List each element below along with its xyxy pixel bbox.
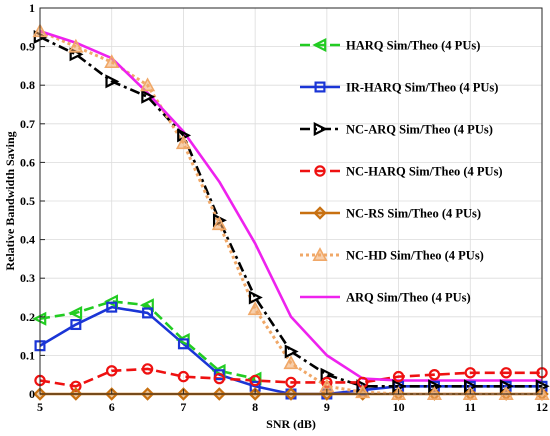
series-line-arq-sim-theo-4-pus bbox=[39, 29, 542, 382]
data-point-harq-sim-theo-4-pus bbox=[104, 294, 119, 309]
y-axis-label: Relative Bandwidth Saving bbox=[3, 131, 17, 270]
series-line-harq-sim-theo-4-pus bbox=[39, 300, 256, 380]
x-tick-label: 6 bbox=[109, 400, 115, 414]
y-tick-label: 0.1 bbox=[20, 348, 35, 362]
legend-marker-nc-rs-sim-theo-4-pus bbox=[313, 206, 327, 220]
x-tick-label: 8 bbox=[252, 400, 258, 414]
data-point-nc-arq-sim-theo-4-pus bbox=[141, 89, 156, 104]
y-tick-label: 0.7 bbox=[20, 117, 35, 131]
y-tick-label: 0.9 bbox=[20, 40, 35, 54]
series-line-nc-harq-sim-theo-4-pus bbox=[39, 367, 542, 388]
data-point-nc-harq-sim-theo-4-pus bbox=[106, 365, 118, 377]
x-tick-label: 7 bbox=[180, 400, 186, 414]
series-markers bbox=[32, 23, 550, 401]
legend-marker-nc-arq-sim-theo-4-pus bbox=[313, 122, 328, 136]
y-tick-label: 0 bbox=[29, 387, 35, 401]
legend-label: NC-RS Sim/Theo (4 PUs) bbox=[346, 207, 481, 221]
data-point-nc-arq-sim-theo-4-pus bbox=[105, 74, 120, 89]
x-tick-label: 11 bbox=[465, 400, 476, 414]
legend: HARQ Sim/Theo (4 PUs) IR-HARQ Sim/Theo (4… bbox=[300, 38, 503, 305]
data-point-ir-harq-sim-theo-4-pus bbox=[70, 319, 82, 331]
legend-label: HARQ Sim/Theo (4 PUs) bbox=[346, 39, 480, 53]
data-point-nc-harq-sim-theo-4-pus bbox=[464, 367, 476, 379]
data-point-nc-harq-sim-theo-4-pus bbox=[249, 374, 261, 387]
data-point-nc-harq-sim-theo-4-pus bbox=[213, 372, 225, 385]
legend-label: IR-HARQ Sim/Theo (4 PUs) bbox=[346, 81, 498, 95]
x-tick-label: 12 bbox=[536, 400, 548, 414]
data-point-ir-harq-sim-theo-4-pus bbox=[142, 307, 154, 319]
data-point-nc-hd-sim-theo-4-pus bbox=[104, 54, 120, 69]
axis-ticks: 5 6 7 8 9 10 11 12 0 0.1 0.2 0.3 0.4 0.5 0.6 0.7 0.8 0.9 1 bbox=[20, 1, 548, 414]
data-point-nc-hd-sim-theo-4-pus bbox=[68, 38, 84, 53]
data-point-nc-hd-sim-theo-4-pus bbox=[140, 77, 156, 92]
data-point-nc-harq-sim-theo-4-pus bbox=[141, 363, 154, 375]
data-point-nc-harq-sim-theo-4-pus bbox=[285, 376, 297, 389]
legend-marker-nc-hd-sim-theo-4-pus bbox=[312, 247, 328, 262]
data-point-nc-harq-sim-theo-4-pus bbox=[392, 370, 405, 383]
x-axis-label: SNR (dB) bbox=[266, 417, 316, 431]
data-point-nc-hd-sim-theo-4-pus bbox=[283, 355, 299, 370]
y-tick-label: 0.3 bbox=[20, 271, 35, 285]
legend-marker-harq-sim-theo-4-pus bbox=[312, 38, 327, 52]
series-line-nc-arq-sim-theo-4-pus bbox=[39, 35, 542, 388]
x-tick-label: 5 bbox=[37, 400, 43, 414]
data-point-nc-arq-sim-theo-4-pus bbox=[248, 290, 263, 305]
legend-label: ARQ Sim/Theo (4 PUs) bbox=[346, 291, 471, 305]
legend-label: NC-HARQ Sim/Theo (4 PUs) bbox=[346, 165, 503, 179]
y-tick-label: 0.2 bbox=[20, 310, 35, 324]
data-point-nc-harq-sim-theo-4-pus bbox=[177, 370, 190, 383]
data-point-ir-harq-sim-theo-4-pus bbox=[106, 301, 118, 313]
data-point-nc-harq-sim-theo-4-pus bbox=[500, 367, 512, 379]
y-tick-label: 0.8 bbox=[20, 78, 35, 92]
data-point-nc-hd-sim-theo-4-pus bbox=[211, 216, 227, 231]
data-point-ir-harq-sim-theo-4-pus bbox=[213, 369, 225, 381]
data-point-harq-sim-theo-4-pus bbox=[68, 305, 83, 320]
data-point-nc-harq-sim-theo-4-pus bbox=[70, 380, 82, 392]
x-tick-label: 10 bbox=[393, 400, 405, 414]
x-tick-label: 9 bbox=[324, 400, 330, 414]
data-point-nc-arq-sim-theo-4-pus bbox=[284, 344, 299, 359]
legend-marker-ir-harq-sim-theo-4-pus bbox=[314, 81, 326, 93]
y-tick-label: 0.6 bbox=[20, 155, 35, 169]
legend-marker-nc-harq-sim-theo-4-pus bbox=[314, 165, 326, 177]
data-point-nc-hd-sim-theo-4-pus bbox=[247, 301, 263, 316]
y-tick-label: 0.4 bbox=[20, 233, 35, 247]
y-tick-label: 0.5 bbox=[20, 194, 35, 208]
legend-label: NC-ARQ Sim/Theo (4 PUs) bbox=[346, 123, 493, 137]
legend-label: NC-HD Sim/Theo (4 PUs) bbox=[346, 249, 484, 263]
data-point-nc-harq-sim-theo-4-pus bbox=[428, 369, 441, 381]
data-point-nc-hd-sim-theo-4-pus bbox=[175, 135, 191, 150]
y-tick-label: 1 bbox=[29, 1, 35, 15]
data-point-ir-harq-sim-theo-4-pus bbox=[177, 338, 189, 350]
